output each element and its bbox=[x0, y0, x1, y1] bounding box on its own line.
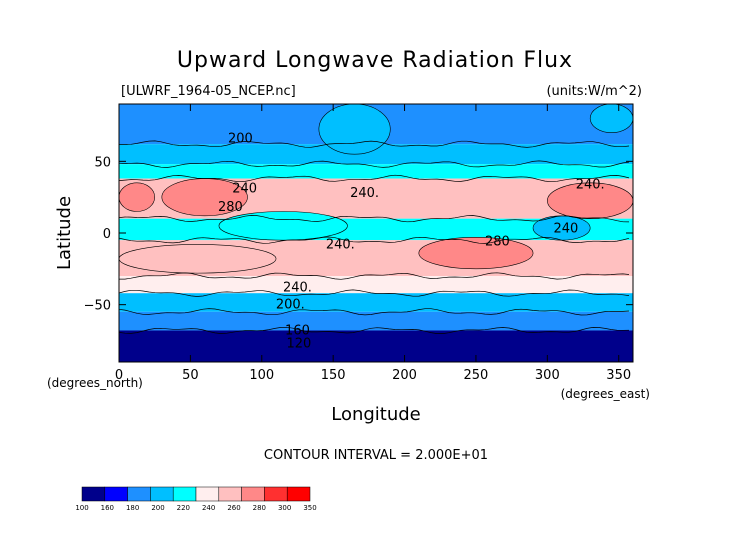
heatmap-region bbox=[418, 237, 534, 269]
colorbar-label: 350 bbox=[303, 504, 316, 512]
contour-line bbox=[418, 237, 534, 270]
y-tick-label: −50 bbox=[84, 299, 111, 314]
contour-label: 200 bbox=[228, 131, 253, 146]
contour-line bbox=[119, 289, 630, 297]
colorbar-swatch bbox=[172, 486, 197, 502]
contour-line bbox=[119, 326, 630, 334]
contour-line bbox=[119, 272, 630, 280]
heatmap-band bbox=[119, 311, 633, 331]
heatmap-region bbox=[590, 104, 633, 133]
colorbar-swatch bbox=[241, 486, 265, 502]
colorbar-swatch bbox=[264, 486, 288, 502]
chart-title: Upward Longwave Radiation Flux bbox=[177, 48, 573, 73]
x-tick-label: 300 bbox=[535, 368, 560, 383]
contour-label: 280 bbox=[218, 200, 243, 215]
colorbar-swatch bbox=[286, 486, 311, 502]
heatmap-region bbox=[547, 182, 633, 219]
y-tick-label: 0 bbox=[103, 227, 111, 242]
colorbar: 100 160 180 200 220 240 260 280 300 350 bbox=[75, 486, 317, 512]
contour-label: 200. bbox=[276, 298, 305, 313]
colorbar-label: 300 bbox=[278, 504, 291, 512]
y-tick-label: 50 bbox=[94, 155, 111, 170]
x-tick-label: 150 bbox=[321, 368, 346, 383]
colorbar-swatch bbox=[150, 486, 174, 502]
contour-label: 240. bbox=[350, 186, 379, 201]
heatmap-region bbox=[161, 178, 248, 216]
heatmap-band bbox=[119, 164, 633, 179]
colorbar-swatch bbox=[218, 486, 242, 502]
contour-label: 160 bbox=[285, 323, 310, 338]
colorbar-swatch bbox=[104, 486, 128, 502]
heatmap-band bbox=[119, 330, 633, 362]
heatmap-region bbox=[318, 104, 391, 155]
contour-line bbox=[318, 104, 391, 155]
heatmap-region bbox=[119, 244, 277, 274]
contour-labels: 200 240 280 240. 240. 280 240 240. 240. 200. 16012… bbox=[218, 131, 605, 351]
contour-label: 280 bbox=[485, 235, 510, 250]
colorbar-label: 100 bbox=[75, 504, 88, 512]
heatmap-band bbox=[119, 293, 633, 312]
contour-line bbox=[119, 244, 277, 274]
colorbar-label: 280 bbox=[253, 504, 266, 512]
heatmap-region bbox=[533, 215, 591, 241]
x-tick-label: 250 bbox=[464, 368, 489, 383]
colorbar-label: 220 bbox=[177, 504, 190, 512]
x-tick-label: 100 bbox=[249, 368, 274, 383]
x-axis-label: Longitude bbox=[331, 404, 421, 425]
x-tick-label: 350 bbox=[606, 368, 631, 383]
colorbar-label: 200 bbox=[151, 504, 164, 512]
colorbar-label: 160 bbox=[101, 504, 114, 512]
x-tick-label: 0 bbox=[115, 368, 123, 383]
contour-line bbox=[119, 308, 630, 316]
heatmap-band bbox=[119, 144, 633, 165]
contour-line bbox=[119, 215, 630, 223]
colorbar-swatch bbox=[127, 486, 151, 502]
colorbar-label: 240 bbox=[202, 504, 215, 512]
contour-line bbox=[218, 211, 348, 241]
contour-line bbox=[119, 140, 630, 148]
units-label: (units:W/m^2) bbox=[546, 84, 642, 99]
file-label: [ULWRF_1964-05_NCEP.nc] bbox=[121, 84, 296, 99]
contour-line bbox=[547, 182, 633, 219]
contour-interval-note: CONTOUR INTERVAL = 2.000E+01 bbox=[264, 448, 488, 463]
colorbar-label: 180 bbox=[126, 504, 139, 512]
colorbar-label: 260 bbox=[227, 504, 240, 512]
y-axis-ticks: −50 0 50 bbox=[84, 155, 633, 314]
x-tick-label: 200 bbox=[392, 368, 417, 383]
colorbar-swatch bbox=[81, 486, 106, 502]
heatmap-region bbox=[218, 211, 348, 241]
contour-label: 240. bbox=[576, 177, 605, 192]
contour-label: 240. bbox=[326, 237, 355, 252]
heatmap-region bbox=[119, 182, 155, 212]
contour-line bbox=[161, 178, 248, 217]
colorbar-swatch bbox=[195, 486, 220, 502]
contour-line bbox=[532, 215, 591, 241]
contour-label: 240. bbox=[283, 280, 312, 295]
plot-area: 200 240 280 240. 240. 280 240 240. 240. 200. 16012… bbox=[84, 103, 634, 383]
x-axis-ticks: 0 50 100 150 200 250 300 350 bbox=[115, 104, 631, 383]
contour-label: 240 bbox=[553, 222, 578, 237]
x-unit-label: (degrees_east) bbox=[561, 387, 650, 401]
contour-label: 120 bbox=[286, 336, 311, 351]
contour-lines bbox=[119, 104, 633, 334]
x-tick-label: 50 bbox=[182, 368, 199, 383]
contour-label: 240 bbox=[232, 182, 257, 197]
heatmap-band bbox=[119, 276, 633, 294]
contour-line bbox=[119, 160, 630, 168]
y-unit-label: (degrees_north) bbox=[47, 376, 143, 390]
y-axis-label: Latitude bbox=[54, 196, 75, 270]
